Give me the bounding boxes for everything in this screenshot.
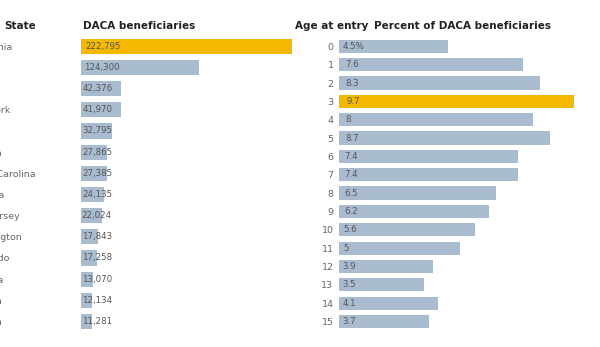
Bar (339, 168, 518, 181)
Text: 3.5: 3.5 (343, 280, 356, 289)
Text: 5.6: 5.6 (344, 225, 357, 234)
Text: 12,134: 12,134 (82, 296, 112, 305)
Text: 4.1: 4.1 (343, 299, 356, 308)
Text: 17,843: 17,843 (82, 232, 112, 241)
Bar (81, 208, 102, 223)
Bar (81, 145, 107, 160)
Text: 13,070: 13,070 (82, 274, 112, 283)
Text: 3.9: 3.9 (343, 262, 356, 271)
Bar (81, 272, 94, 287)
Text: 124,300: 124,300 (83, 63, 119, 72)
Bar (339, 40, 448, 53)
Bar (339, 76, 540, 90)
Text: 7.6: 7.6 (345, 60, 358, 69)
Text: 22,024: 22,024 (82, 211, 112, 220)
Bar (81, 81, 121, 96)
Text: Age at entry: Age at entry (295, 21, 369, 31)
Text: 6.2: 6.2 (344, 207, 358, 216)
Text: 7.4: 7.4 (344, 152, 358, 161)
Bar (339, 278, 424, 291)
Text: 17,258: 17,258 (82, 254, 112, 262)
Bar (339, 242, 460, 255)
Bar (339, 132, 550, 145)
Bar (339, 186, 496, 200)
Bar (81, 187, 104, 202)
Bar (339, 205, 489, 218)
Text: 6.5: 6.5 (344, 188, 358, 197)
Bar (81, 124, 112, 138)
Bar (81, 251, 97, 265)
Bar (339, 315, 428, 328)
Text: Percent of DACA beneficiaries: Percent of DACA beneficiaries (374, 21, 551, 31)
Text: State: State (4, 21, 36, 31)
Bar (81, 229, 98, 244)
Text: 27,385: 27,385 (82, 169, 112, 178)
Text: 27,865: 27,865 (82, 148, 112, 156)
Text: 8.7: 8.7 (346, 134, 359, 143)
Text: 8.3: 8.3 (345, 78, 359, 87)
Bar (81, 166, 107, 181)
Bar (339, 95, 574, 108)
Bar (339, 260, 433, 273)
Text: 41,970: 41,970 (82, 105, 112, 114)
Bar (339, 297, 438, 310)
Text: 7.4: 7.4 (344, 170, 358, 179)
Text: 24,135: 24,135 (82, 190, 112, 199)
Text: 9.7: 9.7 (346, 97, 359, 106)
Text: 32,795: 32,795 (82, 127, 112, 135)
Bar (339, 150, 518, 163)
Text: 42,376: 42,376 (82, 84, 112, 93)
Text: 222,795: 222,795 (85, 42, 121, 51)
Text: 11,281: 11,281 (82, 317, 112, 326)
Bar (339, 113, 533, 126)
Text: 8: 8 (345, 115, 350, 124)
Bar (81, 39, 292, 54)
Bar (339, 58, 523, 71)
Bar (81, 314, 92, 329)
Bar (339, 223, 475, 236)
Bar (81, 60, 199, 75)
Text: DACA beneficiaries: DACA beneficiaries (83, 21, 196, 31)
Text: 3.7: 3.7 (343, 317, 356, 326)
Bar (81, 293, 92, 308)
Bar (81, 102, 121, 117)
Text: 4.5%: 4.5% (343, 42, 365, 51)
Text: 5: 5 (343, 244, 349, 253)
